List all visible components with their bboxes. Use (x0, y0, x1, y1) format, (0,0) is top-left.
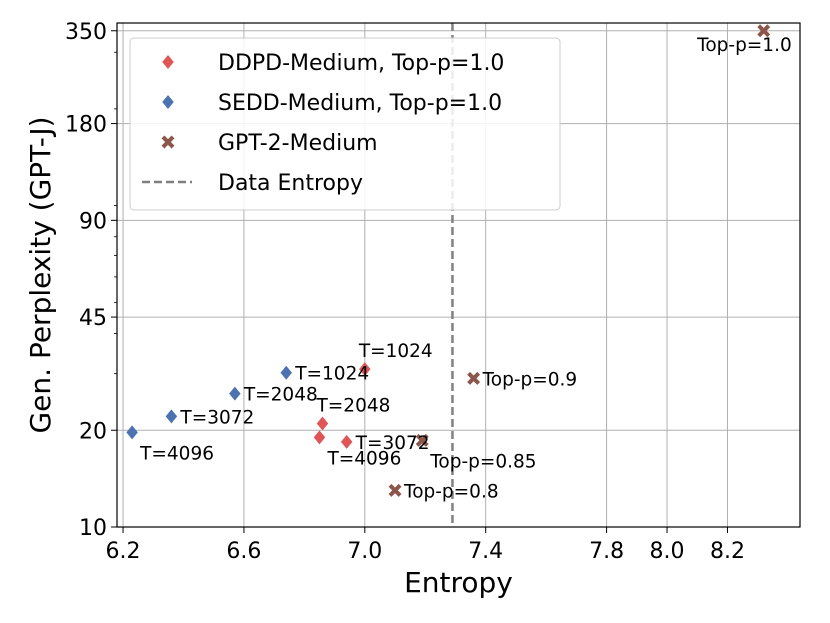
ddpd-medium-point-label: T=4096 (326, 448, 401, 469)
legend-marker (162, 95, 174, 109)
x-tick-label: 7.8 (589, 539, 624, 564)
y-axis-ticks: 10 20 45 90 180 350 (65, 20, 117, 541)
gpt-2-medium-point (467, 371, 481, 385)
ddpd-medium-point-label: T=3072 (355, 433, 430, 454)
sedd-medium-point-label: T=1024 (294, 364, 369, 385)
legend-label: Data Entropy (218, 171, 363, 196)
ddpd-medium-point (359, 362, 371, 377)
gpt-2-medium-point-label: Top-p=0.85 (429, 451, 536, 472)
x-tick-label: 8.0 (650, 539, 685, 564)
sedd-medium-point (165, 409, 178, 424)
y-tick-label: 90 (79, 209, 107, 234)
sedd-medium-point-label: T=2048 (243, 385, 318, 406)
y-tick-label: 350 (65, 20, 107, 45)
legend-label: GPT-2-Medium (218, 131, 378, 156)
legend-box (129, 37, 561, 211)
axes (116, 22, 801, 528)
sedd-medium-point (280, 365, 292, 380)
legend: DDPD-Medium, Top-p=1.0 SEDD-Medium, Top-p… (129, 37, 561, 211)
gpt-2-medium-point-label: Top-p=0.9 (482, 369, 578, 390)
x-tick-label: 6.6 (226, 539, 261, 564)
gpt-2-medium-point-label: Top-p=0.8 (403, 481, 499, 502)
point-labels: T=1024T=2048T=3072T=4096T=1024T=2048T=30… (139, 35, 792, 503)
sedd-medium-point (126, 425, 138, 440)
x-tick-label: 6.2 (106, 539, 141, 564)
ddpd-medium-point-label: T=2048 (316, 395, 391, 416)
y-tick-label: 10 (79, 516, 107, 541)
legend-label: DDPD-Medium, Top-p=1.0 (218, 51, 504, 76)
gpt-2-medium-point-label: Top-p=1.0 (696, 35, 792, 56)
legend-label: SEDD-Medium, Top-p=1.0 (218, 91, 502, 116)
gpt-2-medium-point (388, 483, 402, 497)
ddpd-medium-point (313, 430, 326, 445)
sedd-medium-point-label: T=3072 (179, 407, 254, 428)
sedd-medium-point-label: T=4096 (139, 443, 214, 464)
y-tick-label: 180 (65, 113, 107, 138)
x-axis-ticks: 6.2 6.6 7.0 7.4 7.8 8.0 8.2 (106, 527, 745, 564)
legend-marker (162, 55, 174, 69)
data-points (126, 24, 771, 497)
gpt-2-medium-point (415, 433, 429, 447)
ddpd-medium-point-label: T=1024 (358, 341, 433, 362)
y-tick-label: 45 (79, 306, 107, 331)
y-tick-label: 20 (79, 419, 107, 444)
x-tick-label: 7.0 (347, 539, 382, 564)
ddpd-medium-point (340, 434, 353, 449)
x-tick-label: 8.2 (710, 539, 745, 564)
sedd-medium-point (229, 386, 241, 401)
legend-marker (161, 135, 175, 149)
ddpd-medium-point (316, 416, 329, 431)
x-tick-label: 7.4 (468, 539, 503, 564)
y-axis-title: Gen. Perplexity (GPT-J) (24, 116, 57, 433)
gpt-2-medium-point (757, 24, 771, 38)
plot-frame (116, 22, 801, 528)
x-axis-title: Entropy (404, 566, 513, 599)
